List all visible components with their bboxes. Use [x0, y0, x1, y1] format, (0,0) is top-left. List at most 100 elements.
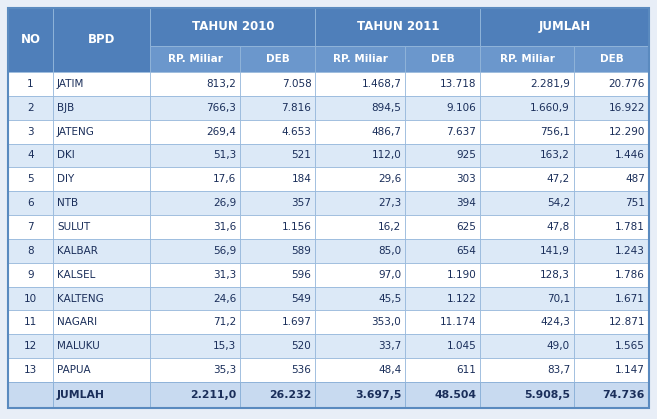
Bar — [240, 382, 315, 408]
Bar — [405, 287, 480, 310]
Bar — [8, 287, 53, 310]
Bar — [150, 239, 240, 263]
Text: 1.147: 1.147 — [615, 365, 645, 375]
Bar — [315, 358, 405, 382]
Bar — [405, 191, 480, 215]
Bar — [480, 167, 574, 191]
Bar — [315, 334, 405, 358]
Text: 7: 7 — [27, 222, 34, 232]
Bar — [8, 120, 53, 144]
Bar — [240, 167, 315, 191]
Bar — [480, 8, 649, 46]
Bar — [315, 239, 405, 263]
Text: 5.908,5: 5.908,5 — [524, 390, 570, 400]
Text: 596: 596 — [292, 270, 311, 280]
Bar — [315, 8, 480, 46]
Bar — [480, 215, 574, 239]
Text: 74.736: 74.736 — [602, 390, 645, 400]
Bar — [480, 358, 574, 382]
Text: 303: 303 — [457, 174, 476, 184]
Bar — [574, 287, 649, 310]
Bar — [240, 72, 315, 96]
Bar — [240, 144, 315, 167]
Text: 184: 184 — [292, 174, 311, 184]
Bar — [240, 239, 315, 263]
Bar — [315, 287, 405, 310]
Bar — [150, 382, 240, 408]
Text: 269,4: 269,4 — [206, 127, 237, 137]
Text: 11: 11 — [24, 317, 37, 327]
Text: 1.468,7: 1.468,7 — [361, 79, 401, 89]
Bar — [8, 144, 53, 167]
Bar — [405, 334, 480, 358]
Bar — [574, 46, 649, 72]
Bar — [574, 144, 649, 167]
Text: 48.504: 48.504 — [434, 390, 476, 400]
Bar — [480, 120, 574, 144]
Text: 2.211,0: 2.211,0 — [190, 390, 237, 400]
Bar — [53, 215, 150, 239]
Text: 536: 536 — [292, 365, 311, 375]
Text: 17,6: 17,6 — [213, 174, 237, 184]
Text: 48,4: 48,4 — [378, 365, 401, 375]
Text: 353,0: 353,0 — [372, 317, 401, 327]
Text: RP. Miliar: RP. Miliar — [333, 54, 388, 64]
Text: 1.446: 1.446 — [615, 150, 645, 160]
Bar — [574, 191, 649, 215]
Bar — [150, 46, 240, 72]
Bar — [405, 239, 480, 263]
Bar — [240, 215, 315, 239]
Bar — [8, 215, 53, 239]
Text: 1.697: 1.697 — [281, 317, 311, 327]
Text: JATIM: JATIM — [57, 79, 84, 89]
Text: 12.290: 12.290 — [608, 127, 645, 137]
Text: 1.671: 1.671 — [615, 294, 645, 303]
Bar — [150, 263, 240, 287]
Text: 549: 549 — [292, 294, 311, 303]
Text: 3: 3 — [27, 127, 34, 137]
Text: DIY: DIY — [57, 174, 74, 184]
Text: 1.781: 1.781 — [615, 222, 645, 232]
Bar — [405, 215, 480, 239]
Text: 8: 8 — [27, 246, 34, 256]
Bar — [53, 8, 150, 72]
Bar — [315, 96, 405, 120]
Text: 766,3: 766,3 — [206, 103, 237, 113]
Text: TAHUN 2011: TAHUN 2011 — [357, 21, 439, 34]
Bar — [240, 310, 315, 334]
Bar — [480, 191, 574, 215]
Bar — [150, 334, 240, 358]
Text: NO: NO — [20, 34, 41, 47]
Text: 394: 394 — [457, 198, 476, 208]
Bar — [405, 72, 480, 96]
Text: JUMLAH: JUMLAH — [57, 390, 105, 400]
Bar — [480, 287, 574, 310]
Bar — [480, 46, 574, 72]
Text: 12.871: 12.871 — [608, 317, 645, 327]
Bar — [150, 215, 240, 239]
Text: 9.106: 9.106 — [447, 103, 476, 113]
Bar — [53, 263, 150, 287]
Text: 1.156: 1.156 — [281, 222, 311, 232]
Bar — [574, 310, 649, 334]
Text: RP. Miliar: RP. Miliar — [168, 54, 223, 64]
Text: 31,3: 31,3 — [213, 270, 237, 280]
Bar — [53, 96, 150, 120]
Bar — [150, 144, 240, 167]
Text: 163,2: 163,2 — [540, 150, 570, 160]
Text: 49,0: 49,0 — [547, 341, 570, 351]
Text: DEB: DEB — [266, 54, 290, 64]
Bar — [315, 144, 405, 167]
Text: 521: 521 — [292, 150, 311, 160]
Text: KALTENG: KALTENG — [57, 294, 104, 303]
Bar — [480, 382, 574, 408]
Text: 4: 4 — [27, 150, 34, 160]
Text: 24,6: 24,6 — [213, 294, 237, 303]
Text: 112,0: 112,0 — [372, 150, 401, 160]
Text: BPD: BPD — [88, 34, 116, 47]
Bar — [53, 167, 150, 191]
Bar — [53, 334, 150, 358]
Bar — [8, 239, 53, 263]
Text: 1.122: 1.122 — [447, 294, 476, 303]
Text: 589: 589 — [292, 246, 311, 256]
